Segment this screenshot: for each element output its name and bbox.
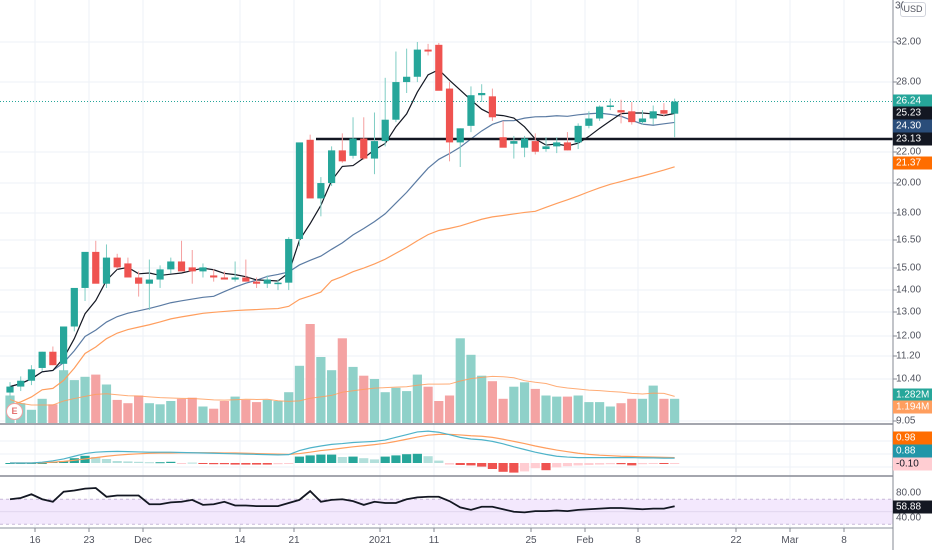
- price-axis-tick: 10.40: [896, 373, 922, 385]
- price-tag: 0.98: [893, 431, 932, 445]
- currency-badge[interactable]: USD: [900, 2, 926, 17]
- rsi-pane: [9, 487, 675, 514]
- time-axis-tick: Dec: [134, 535, 152, 546]
- price-axis-tick: 18.00: [896, 207, 922, 219]
- price-axis-tick: 11.20: [896, 350, 921, 362]
- price-axis-tick: 14.00: [896, 284, 922, 296]
- macd-pane: [5, 430, 680, 473]
- price-axis-tick: 32.00: [896, 36, 922, 48]
- price-tag: 23.13: [893, 132, 932, 146]
- price-axis-tick: 28.00: [896, 76, 922, 88]
- time-axis-tick: 22: [730, 535, 742, 546]
- price-tag: 1.282M: [893, 388, 932, 402]
- price-tag: 1.194M: [893, 400, 932, 414]
- time-axis-tick: 16: [29, 535, 41, 546]
- time-axis-tick: 25: [525, 535, 537, 546]
- price-tag: 0.88: [893, 444, 932, 458]
- time-axis-tick: Feb: [576, 535, 594, 546]
- time-axis-tick: Mar: [781, 535, 799, 546]
- price-axis-tick: 13.00: [896, 306, 922, 318]
- time-axis-tick: 2021: [368, 535, 392, 546]
- rsi-axis-tick: 80.00: [896, 487, 922, 499]
- price-axis-top-partial: 3(: [895, 0, 904, 12]
- time-axis-tick: 21: [288, 535, 300, 546]
- time-axis-tick: 23: [83, 535, 95, 546]
- grid-lines: [0, 0, 893, 528]
- price-axis-tick: 15.00: [896, 262, 922, 274]
- price-tag: 24.30: [893, 119, 932, 133]
- candlesticks: [6, 42, 679, 398]
- price-tag: -0.10: [893, 457, 932, 471]
- price-tag: 26.24: [893, 94, 932, 108]
- price-axis-tick: 9.05: [896, 415, 916, 427]
- horizontal-support-line[interactable]: [0, 101, 893, 141]
- time-axis-tick: 8: [635, 535, 641, 546]
- earnings-marker-icon[interactable]: E: [6, 403, 23, 420]
- price-tag: 58.88: [893, 500, 932, 514]
- time-axis-tick: 14: [234, 535, 246, 546]
- price-axis-tick: 16.50: [896, 234, 922, 246]
- volume-ma-line: [9, 375, 675, 406]
- time-axis-tick: 11: [428, 535, 440, 546]
- volume-bars: [5, 324, 680, 423]
- rsi-axis-tick: 40.00: [896, 512, 922, 524]
- time-axis-tick: 8: [841, 535, 847, 546]
- price-axis-tick: 20.00: [896, 177, 922, 189]
- price-axis-tick: 22.00: [896, 146, 922, 158]
- price-tag: 25.23: [893, 106, 932, 120]
- price-axis-tick: 12.00: [896, 330, 922, 342]
- price-tag: 21.37: [893, 156, 932, 170]
- rsi-band: [0, 498, 893, 525]
